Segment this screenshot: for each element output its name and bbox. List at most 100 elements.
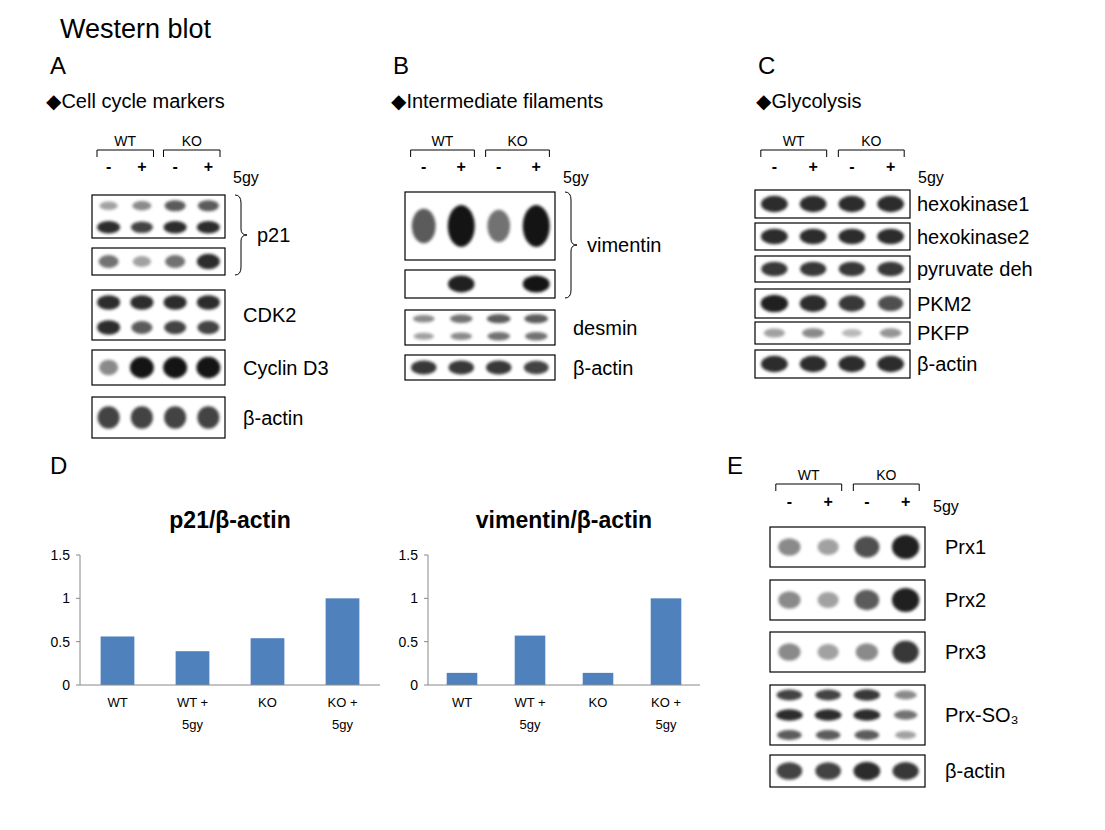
- y-tick: [424, 555, 428, 556]
- band: [411, 360, 436, 374]
- band: [855, 590, 880, 610]
- band: [448, 205, 475, 247]
- y-tick-label: 0.5: [399, 634, 419, 650]
- band: [895, 731, 916, 739]
- band: [818, 592, 839, 608]
- band: [838, 229, 865, 245]
- blot-label: Cyclin D3: [243, 357, 329, 379]
- blot-label: p21: [257, 224, 290, 246]
- band: [802, 328, 824, 338]
- band: [449, 360, 474, 374]
- band: [818, 644, 839, 660]
- band: [855, 730, 880, 740]
- blot-frame: [755, 350, 910, 378]
- blot-frame: [755, 190, 910, 218]
- x-tick-line: 5gy: [332, 717, 353, 732]
- band: [800, 196, 827, 212]
- blot-frame: [755, 256, 910, 282]
- group-label: KO: [182, 133, 202, 149]
- band: [893, 641, 919, 664]
- group-bracket: [761, 150, 827, 157]
- x-tick-line: WT: [452, 695, 472, 710]
- band: [131, 321, 152, 334]
- x-tick-label: KO: [589, 695, 608, 710]
- x-tick-line: WT +: [177, 695, 208, 710]
- band: [412, 209, 436, 244]
- band: [133, 256, 151, 267]
- blot-panel: C◆GlycolysisWTKO-+-+5gyhexokinase1hexoki…: [755, 52, 1033, 378]
- lane-sign: -: [787, 493, 792, 510]
- y-tick: [76, 555, 80, 556]
- bar: [251, 638, 285, 685]
- panel-heading: ◆Glycolysis: [756, 90, 861, 112]
- lane-sign: +: [808, 158, 817, 175]
- lane-sign: -: [496, 158, 501, 175]
- band: [165, 255, 185, 268]
- blot-frame: [405, 355, 555, 380]
- blot-frame: [755, 322, 910, 344]
- band: [815, 709, 842, 721]
- band: [894, 710, 917, 720]
- band: [99, 360, 118, 375]
- band: [486, 360, 511, 374]
- group-label: WT: [114, 133, 136, 149]
- y-tick: [76, 641, 80, 642]
- y-tick-label: 0: [62, 677, 70, 693]
- group-bracket: [411, 150, 475, 157]
- y-axis: [80, 555, 81, 685]
- blot-frame: [92, 397, 225, 438]
- band: [413, 315, 435, 323]
- x-tick-label: WT +5gy: [177, 695, 208, 732]
- group-bracket: [853, 484, 919, 491]
- blot-frame: [770, 755, 925, 787]
- band: [524, 314, 548, 323]
- lane-sign: +: [886, 158, 895, 175]
- band: [523, 275, 550, 292]
- band: [164, 321, 186, 335]
- blot-label: PKFP: [917, 322, 969, 344]
- bar: [447, 673, 478, 685]
- band: [854, 689, 880, 700]
- blot-frame: [405, 192, 555, 260]
- group-bracket: [486, 150, 550, 157]
- band: [878, 296, 903, 311]
- band: [524, 361, 549, 375]
- band: [777, 762, 803, 779]
- lane-sign: +: [204, 158, 213, 175]
- band: [892, 588, 919, 612]
- bar: [583, 673, 614, 685]
- panel-label: B: [393, 52, 409, 79]
- band: [99, 255, 119, 268]
- y-tick-label: 0.5: [51, 634, 71, 650]
- bar: [515, 636, 546, 685]
- blot-label: pyruvate deh: [917, 258, 1033, 280]
- band: [197, 295, 220, 310]
- band: [818, 539, 839, 555]
- x-tick-label: WT: [452, 695, 472, 710]
- band: [132, 201, 151, 210]
- band: [164, 295, 187, 310]
- band: [839, 262, 865, 277]
- blot-brace: [565, 192, 577, 298]
- lane-sign: -: [106, 158, 111, 175]
- band: [491, 280, 507, 287]
- bar: [651, 598, 682, 685]
- group-bracket: [838, 150, 904, 157]
- band: [877, 356, 904, 372]
- blot-label: vimentin: [587, 234, 661, 256]
- blot-label: Prx1: [945, 536, 986, 558]
- y-tick: [76, 598, 80, 599]
- band: [761, 262, 787, 277]
- treatment-label: 5gy: [918, 169, 944, 186]
- blot-label: hexokinase1: [917, 193, 1029, 215]
- blot-frame: [92, 195, 225, 238]
- panel-label: A: [50, 52, 66, 79]
- treatment-label: 5gy: [933, 498, 959, 515]
- band: [778, 643, 800, 661]
- band: [100, 201, 118, 210]
- band: [98, 406, 120, 428]
- group-label: WT: [798, 467, 820, 483]
- band: [838, 196, 865, 212]
- blot-label: hexokinase2: [917, 226, 1029, 248]
- lane-sign: +: [457, 158, 466, 175]
